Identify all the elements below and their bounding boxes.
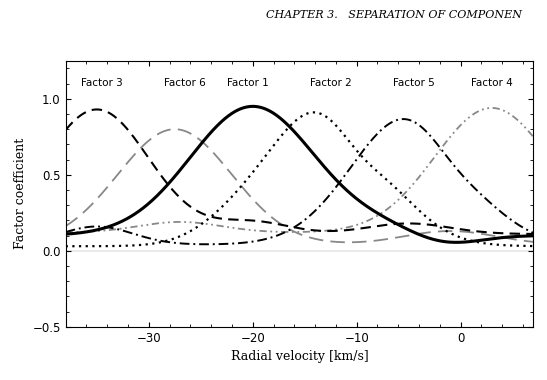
Text: Factor 5: Factor 5 bbox=[393, 78, 435, 87]
Text: CHAPTER 3.   SEPARATION OF COMPONEN: CHAPTER 3. SEPARATION OF COMPONEN bbox=[266, 10, 522, 19]
Y-axis label: Factor coefficient: Factor coefficient bbox=[14, 138, 27, 249]
Text: Factor 2: Factor 2 bbox=[310, 78, 352, 87]
Text: Factor 6: Factor 6 bbox=[164, 78, 206, 87]
X-axis label: Radial velocity [km/s]: Radial velocity [km/s] bbox=[231, 350, 368, 363]
Text: Factor 1: Factor 1 bbox=[226, 78, 269, 87]
Text: Factor 4: Factor 4 bbox=[471, 78, 513, 87]
Text: Factor 3: Factor 3 bbox=[81, 78, 123, 87]
